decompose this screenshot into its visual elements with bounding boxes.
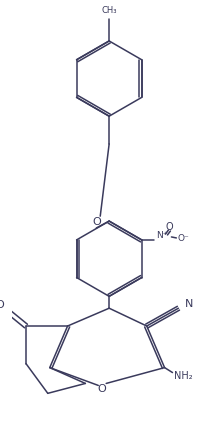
Text: N⁺: N⁺ bbox=[156, 232, 168, 241]
Text: O: O bbox=[92, 217, 101, 227]
Text: O: O bbox=[166, 222, 173, 232]
Text: O: O bbox=[98, 384, 107, 394]
Text: CH₃: CH₃ bbox=[101, 6, 117, 15]
Text: N: N bbox=[184, 299, 193, 309]
Text: NH₂: NH₂ bbox=[174, 371, 193, 381]
Text: O⁻: O⁻ bbox=[177, 235, 189, 243]
Text: O: O bbox=[0, 300, 4, 310]
